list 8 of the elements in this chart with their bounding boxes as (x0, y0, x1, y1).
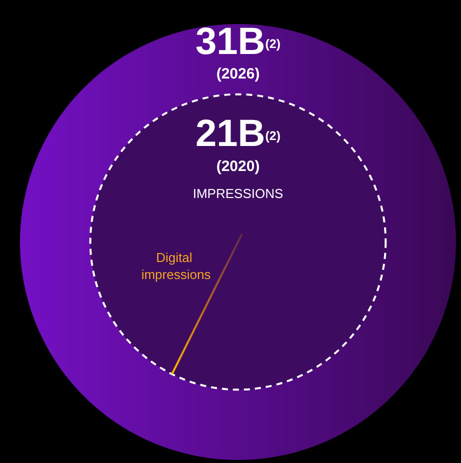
text: IMPRESSIONS (192, 186, 284, 201)
data-label: 31B (196, 21, 266, 63)
category-label: (2020) (216, 158, 260, 175)
text: (2) (265, 37, 280, 51)
category-label: (2026) (216, 66, 260, 82)
text: Digital impressions (141, 250, 212, 282)
text: (2) (265, 129, 280, 144)
data-label: 21B (196, 113, 266, 156)
